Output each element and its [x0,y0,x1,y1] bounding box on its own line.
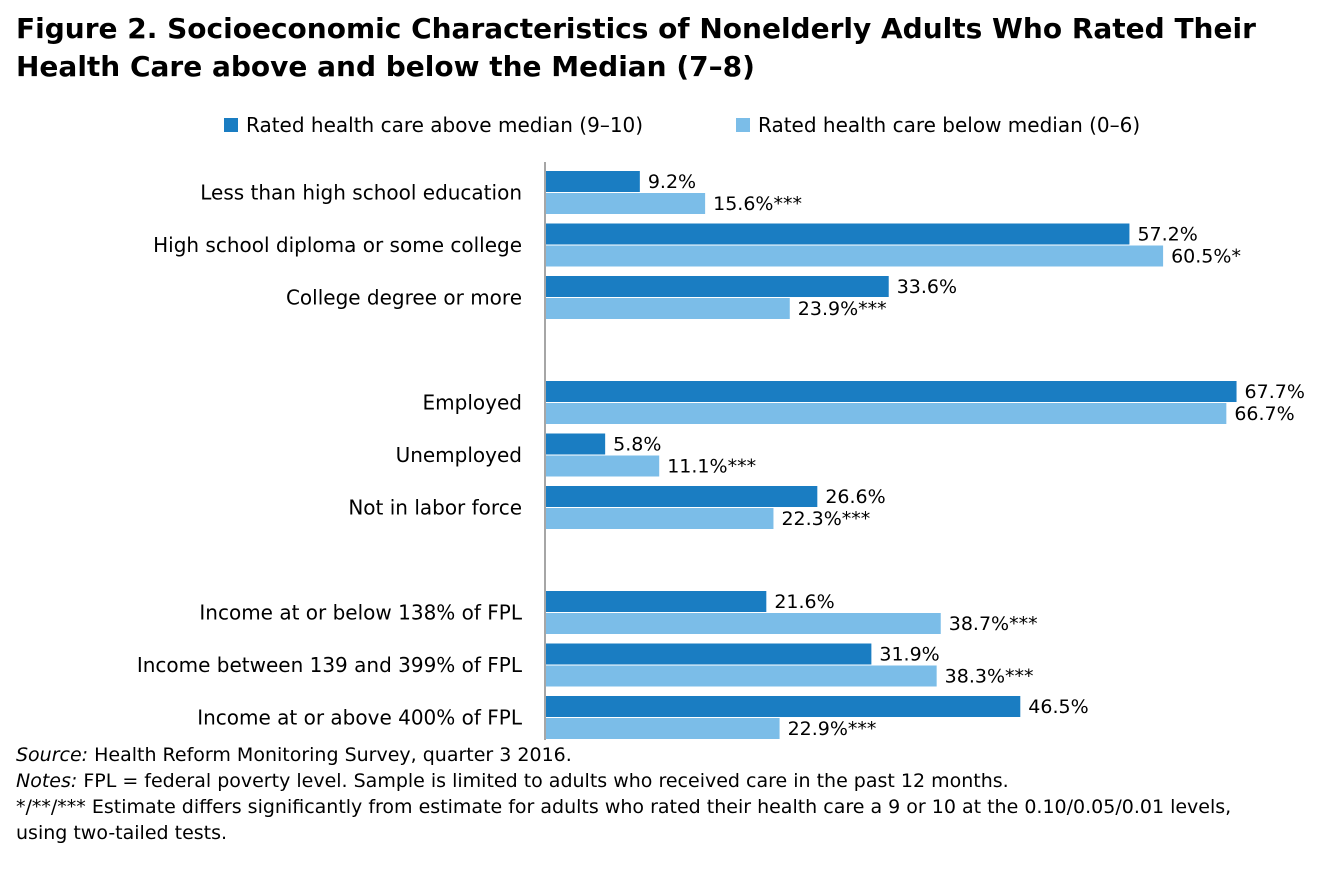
value-label-above-cat-5: 26.6% [825,486,885,508]
source-label: Source: [16,744,89,766]
bar-above-cat-8 [546,696,1021,717]
value-label-above-cat-2: 33.6% [897,276,957,298]
value-label-below-cat-6: 38.7%*** [949,613,1038,635]
category-label-cat-5: Not in labor force [348,496,522,520]
notes-text: FPL = federal poverty level. Sample is l… [77,770,1009,792]
category-label-cat-3: Employed [423,391,522,415]
chart-legend: Rated health care above median (9–10) Ra… [0,112,1340,142]
category-label-cat-4: Unemployed [396,443,522,467]
value-label-above-cat-1: 57.2% [1137,224,1197,246]
legend-swatch-below [736,118,750,132]
bar-chart: Less than high school education 9.2% 15.6%… [137,162,1305,740]
legend-item-below: Rated health care below median (0–6) [736,112,1140,138]
bar-below-cat-6 [546,613,941,634]
bar-above-cat-7 [546,643,872,665]
value-label-below-cat-8: 22.9%*** [788,718,877,740]
bar-below-cat-4 [546,455,660,477]
value-label-below-cat-7: 38.3%*** [945,666,1034,688]
chart-notes: Source: Health Reform Monitoring Survey,… [16,742,1336,846]
value-label-below-cat-4: 11.1%*** [667,456,756,478]
value-label-above-cat-4: 5.8% [613,434,661,456]
significance-line-1: */**/*** Estimate differs significantly … [16,796,1232,818]
category-label-cat-1: High school diploma or some college [153,233,522,257]
category-label-cat-0: Less than high school education [200,181,522,205]
value-label-below-cat-2: 23.9%*** [798,298,887,320]
legend-label-below: Rated health care below median (0–6) [758,113,1141,137]
value-label-below-cat-0: 15.6%*** [713,193,802,215]
value-label-below-cat-5: 22.3%*** [781,508,870,530]
bar-above-cat-2 [546,276,889,297]
category-label-cat-8: Income at or above 400% of FPL [197,706,523,730]
legend-label-above: Rated health care above median (9–10) [246,113,644,137]
bar-below-cat-2 [546,298,790,319]
bar-below-cat-5 [546,508,774,529]
notes-label: Notes: [16,770,78,792]
value-label-above-cat-8: 46.5% [1028,696,1088,718]
source-line: Source: Health Reform Monitoring Survey,… [16,742,1336,768]
bar-below-cat-3 [546,403,1227,424]
significance-line-2: using two-tailed tests. [16,822,228,844]
category-label-cat-2: College degree or more [286,286,522,310]
bar-above-cat-0 [546,171,640,192]
bar-above-cat-1 [546,223,1130,245]
bar-above-cat-6 [546,591,767,612]
category-label-cat-6: Income at or below 138% of FPL [199,601,522,625]
bar-below-cat-7 [546,665,937,687]
value-label-above-cat-0: 9.2% [648,171,696,193]
value-label-above-cat-3: 67.7% [1245,381,1305,403]
legend-swatch-above [224,118,238,132]
value-label-below-cat-1: 60.5%* [1171,246,1241,268]
value-label-above-cat-6: 21.6% [774,591,834,613]
bar-below-cat-8 [546,718,780,739]
bar-below-cat-0 [546,193,706,214]
value-label-above-cat-7: 31.9% [879,644,939,666]
source-text: Health Reform Monitoring Survey, quarter… [88,744,572,766]
category-label-cat-7: Income between 139 and 399% of FPL [137,653,523,677]
bar-above-cat-3 [546,381,1237,402]
legend-item-above: Rated health care above median (9–10) [224,112,643,138]
bar-above-cat-4 [546,433,606,455]
bar-below-cat-1 [546,245,1164,267]
bar-above-cat-5 [546,486,818,507]
figure-title: Figure 2. Socioeconomic Characteristics … [16,12,1256,83]
notes-line: Notes: FPL = federal poverty level. Samp… [16,768,1336,794]
value-label-below-cat-3: 66.7% [1234,403,1294,425]
